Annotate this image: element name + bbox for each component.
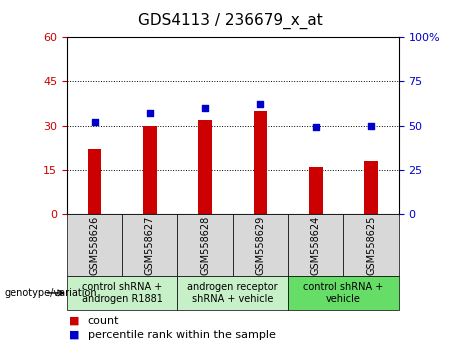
Text: control shRNA +
androgen R1881: control shRNA + androgen R1881 — [82, 282, 163, 304]
Text: percentile rank within the sample: percentile rank within the sample — [88, 330, 276, 339]
Point — [91, 119, 98, 125]
Text: control shRNA +
vehicle: control shRNA + vehicle — [303, 282, 384, 304]
Point — [257, 102, 264, 107]
Text: androgen receptor
shRNA + vehicle: androgen receptor shRNA + vehicle — [188, 282, 278, 304]
Text: GSM558628: GSM558628 — [200, 216, 210, 275]
Bar — [254, 111, 267, 214]
Text: GSM558624: GSM558624 — [311, 216, 321, 275]
Text: genotype/variation: genotype/variation — [5, 288, 97, 298]
Bar — [364, 161, 378, 214]
Text: GSM558627: GSM558627 — [145, 216, 155, 275]
Bar — [88, 149, 101, 214]
Text: count: count — [88, 316, 119, 326]
Point — [146, 110, 154, 116]
Text: ■: ■ — [69, 330, 80, 339]
Bar — [143, 126, 157, 214]
Text: ■: ■ — [69, 316, 80, 326]
Point — [201, 105, 209, 111]
Text: GSM558625: GSM558625 — [366, 216, 376, 275]
Text: GDS4113 / 236679_x_at: GDS4113 / 236679_x_at — [138, 12, 323, 29]
Bar — [309, 167, 323, 214]
Text: GSM558629: GSM558629 — [255, 216, 266, 275]
Point — [367, 123, 375, 129]
Text: GSM558626: GSM558626 — [89, 216, 100, 275]
Bar — [198, 120, 212, 214]
Point — [312, 125, 319, 130]
